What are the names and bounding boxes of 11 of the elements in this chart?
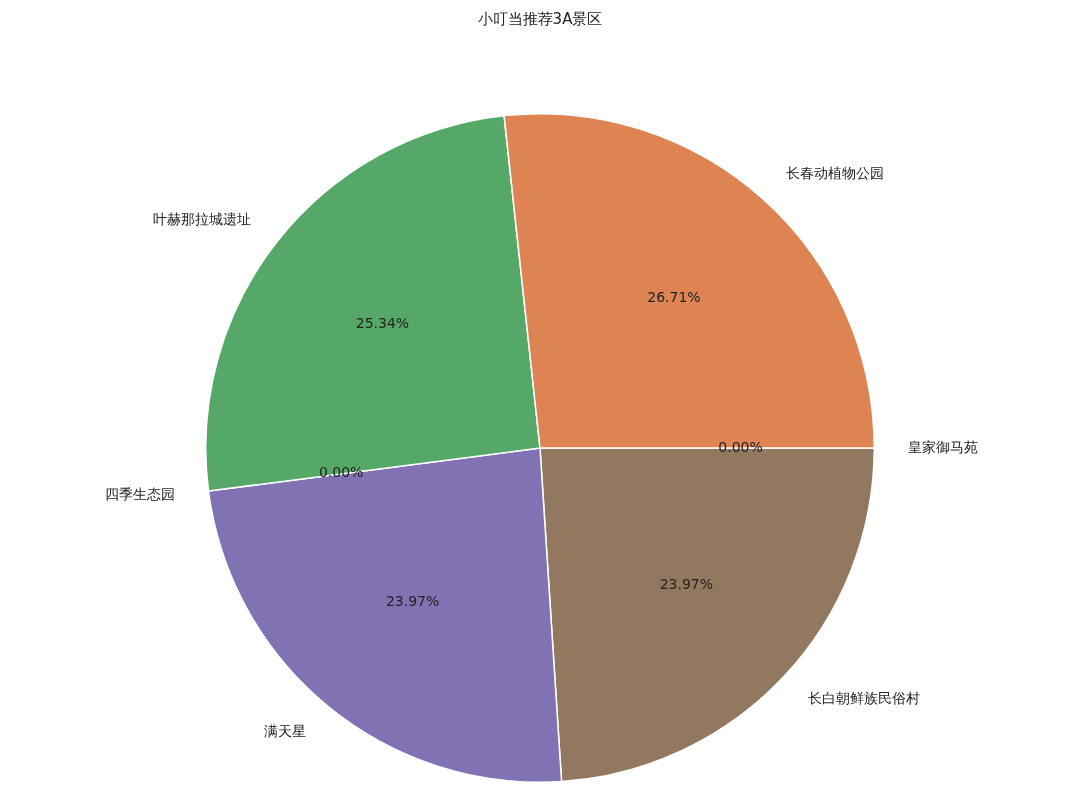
category-label: 皇家御马苑 [907,438,978,455]
slice-label: 满天星 [264,722,307,739]
category-label: 四季生态园 [105,485,176,502]
slice-label: 长白朝鲜族民俗村 [808,690,921,707]
slice-label: 叶赫那拉城遗址 [153,211,252,228]
data-label: 23.97% [385,593,440,610]
data-label: 25.34% [355,314,410,331]
data-label: 26.71% [647,289,701,306]
slice-label: 长春动植物公园 [785,165,884,182]
chart-title: 小叮当推荐3A景区 [476,10,604,29]
data-label: 23.97% [659,575,714,592]
